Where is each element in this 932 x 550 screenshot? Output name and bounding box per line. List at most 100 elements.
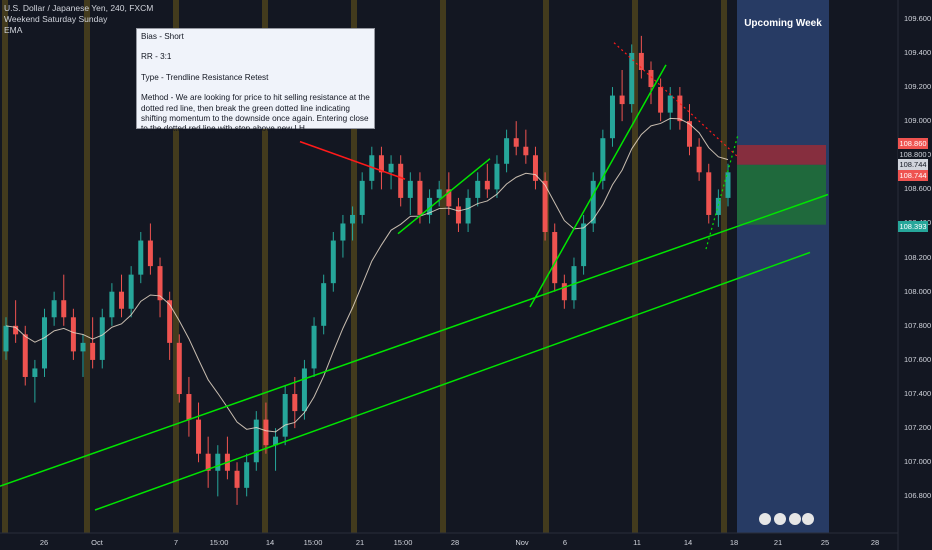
candle[interactable]	[90, 317, 96, 369]
candle[interactable]	[677, 87, 683, 130]
target-price-tag: 108.393	[898, 221, 928, 232]
note-rr: RR - 3:1	[141, 52, 172, 62]
candle[interactable]	[638, 35, 644, 79]
red-solid-trendline[interactable]	[299, 140, 406, 180]
candle[interactable]	[215, 445, 221, 497]
price-tick-label: 109.400	[904, 47, 932, 57]
candle[interactable]	[667, 87, 673, 130]
candle[interactable]	[686, 104, 692, 156]
candle[interactable]	[282, 385, 288, 446]
candle-body	[725, 172, 731, 198]
candle[interactable]	[99, 308, 105, 369]
candle[interactable]	[70, 308, 76, 360]
candle[interactable]	[658, 78, 664, 122]
candle[interactable]	[311, 317, 317, 377]
candle[interactable]	[388, 155, 394, 190]
candle[interactable]	[167, 291, 173, 360]
candle[interactable]	[244, 453, 250, 497]
candle[interactable]	[186, 376, 192, 437]
candle[interactable]	[619, 69, 625, 122]
candle[interactable]	[378, 146, 384, 190]
candle[interactable]	[455, 197, 461, 233]
candle[interactable]	[561, 274, 567, 309]
candle[interactable]	[504, 129, 510, 173]
candle-body	[234, 470, 240, 488]
candle[interactable]	[398, 155, 404, 207]
candle[interactable]	[494, 155, 500, 198]
candle[interactable]	[513, 121, 519, 156]
ema-line[interactable]	[5, 117, 729, 433]
price-tick-label: 107.400	[904, 389, 932, 399]
trade-note[interactable]: Bias - Short RR - 3:1 Type - Trendline R…	[136, 28, 375, 133]
candle[interactable]	[321, 274, 327, 335]
candle[interactable]	[301, 359, 307, 420]
candle[interactable]	[119, 274, 125, 318]
candle-body	[600, 138, 606, 181]
take-profit-zone[interactable]	[737, 164, 826, 225]
candle[interactable]	[427, 189, 433, 224]
candle-body	[359, 180, 365, 215]
green-solid-trendline[interactable]	[529, 64, 667, 308]
candle[interactable]	[42, 308, 48, 377]
candle[interactable]	[176, 334, 182, 403]
candle[interactable]	[696, 138, 702, 181]
candle[interactable]	[196, 402, 202, 463]
time-tick-label: 14	[265, 538, 275, 547]
candle-body	[407, 180, 413, 198]
time-tick-label: 6	[562, 538, 568, 547]
candle[interactable]	[330, 232, 336, 292]
candle[interactable]	[224, 436, 230, 480]
candle[interactable]	[128, 266, 134, 318]
candle[interactable]	[436, 180, 442, 207]
candle[interactable]	[147, 223, 153, 275]
candle[interactable]	[3, 317, 9, 360]
candle-body	[427, 197, 433, 215]
candle[interactable]	[609, 87, 615, 147]
candle[interactable]	[340, 214, 346, 258]
candle[interactable]	[542, 172, 548, 241]
event-icons[interactable]	[759, 513, 814, 525]
candle[interactable]	[32, 359, 38, 403]
weekend-band	[173, 0, 179, 533]
candle[interactable]	[590, 172, 596, 233]
candle[interactable]	[407, 172, 413, 215]
candle[interactable]	[706, 163, 712, 224]
candle[interactable]	[523, 129, 529, 164]
candle[interactable]	[484, 163, 490, 198]
candle[interactable]	[350, 206, 356, 241]
candle[interactable]	[13, 300, 19, 343]
candle[interactable]	[61, 274, 67, 326]
green-solid-trendline[interactable]	[94, 251, 811, 511]
candle[interactable]	[234, 462, 240, 505]
candle[interactable]	[581, 214, 587, 275]
candle[interactable]	[600, 129, 606, 190]
candle[interactable]	[465, 189, 471, 233]
candle[interactable]	[109, 283, 115, 326]
candle[interactable]	[715, 189, 721, 227]
candle[interactable]	[475, 172, 481, 207]
green-solid-trendline[interactable]	[0, 193, 829, 487]
indicator-label[interactable]: EMA	[4, 25, 23, 35]
candle[interactable]	[629, 44, 635, 113]
candle[interactable]	[253, 411, 259, 471]
candle[interactable]	[80, 334, 86, 377]
candle[interactable]	[359, 172, 365, 224]
green-solid-trendline[interactable]	[397, 158, 491, 235]
candle[interactable]	[157, 257, 163, 318]
candle[interactable]	[51, 291, 57, 326]
candle[interactable]	[205, 436, 211, 488]
candle-body	[3, 325, 9, 352]
candle[interactable]	[263, 402, 269, 454]
candle[interactable]	[648, 61, 654, 105]
red-dotted-trendline[interactable]	[613, 42, 739, 158]
candle-body	[244, 462, 250, 488]
stop-loss-zone[interactable]	[737, 145, 826, 165]
candle[interactable]	[273, 428, 279, 471]
time-tick-label: 7	[173, 538, 179, 547]
candle[interactable]	[292, 376, 298, 429]
candle[interactable]	[138, 232, 144, 284]
candle-body	[138, 240, 144, 275]
candle[interactable]	[532, 146, 538, 190]
candle[interactable]	[552, 223, 558, 292]
